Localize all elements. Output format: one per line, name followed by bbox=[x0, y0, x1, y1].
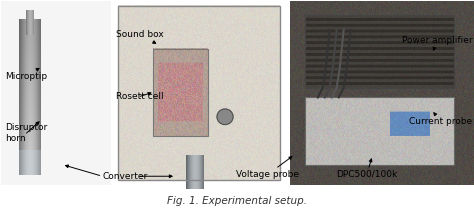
Text: Power amplifier: Power amplifier bbox=[402, 36, 473, 50]
Bar bbox=[305, 15, 455, 88]
Bar bbox=[305, 97, 455, 165]
Text: Converter: Converter bbox=[102, 172, 147, 181]
Text: Disruptor
horn: Disruptor horn bbox=[5, 122, 48, 143]
Text: Voltage probe: Voltage probe bbox=[236, 157, 299, 179]
Bar bbox=[153, 49, 208, 136]
Text: DPC500/100k: DPC500/100k bbox=[337, 159, 398, 179]
Text: Rosett cell: Rosett cell bbox=[117, 92, 164, 101]
Text: Sound box: Sound box bbox=[117, 30, 164, 43]
Text: Fig. 1. Experimental setup.: Fig. 1. Experimental setup. bbox=[167, 196, 307, 206]
Circle shape bbox=[217, 109, 233, 125]
Bar bbox=[118, 6, 280, 180]
Circle shape bbox=[217, 109, 233, 125]
Text: Microptip: Microptip bbox=[5, 68, 47, 80]
Text: Current probe: Current probe bbox=[409, 113, 473, 126]
